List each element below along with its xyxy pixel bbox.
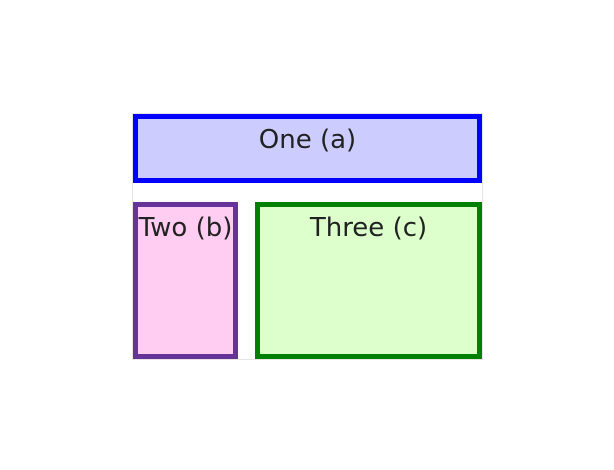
grid-item-one-label: One (a) bbox=[258, 125, 357, 155]
grid-item-one: One (a) bbox=[133, 114, 482, 183]
grid-container: One (a) Two (b) Three (c) bbox=[132, 113, 483, 360]
grid-item-three-label: Three (c) bbox=[309, 213, 428, 243]
grid-item-two-label: Two (b) bbox=[138, 213, 233, 243]
grid-item-two: Two (b) bbox=[133, 202, 238, 359]
grid-item-three: Three (c) bbox=[255, 202, 482, 359]
